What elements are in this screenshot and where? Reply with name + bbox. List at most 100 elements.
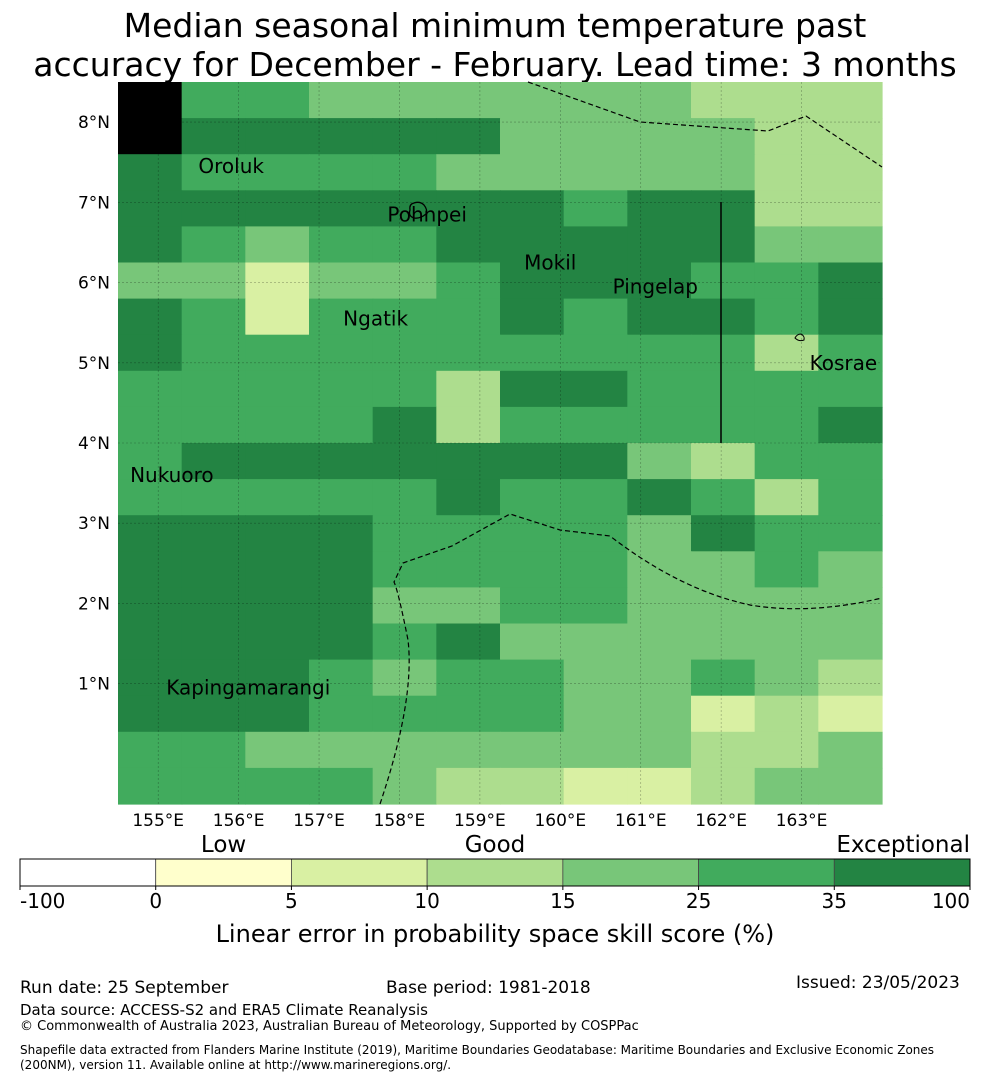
skill-cell (754, 406, 819, 444)
skill-cell (118, 443, 183, 480)
place-label: Oroluk (198, 154, 264, 178)
skill-cell (500, 479, 565, 516)
skill-cell (818, 695, 883, 733)
skill-cell (372, 154, 437, 191)
legend-frame (19, 858, 971, 887)
skill-cell (245, 587, 310, 625)
legend-swatch (155, 858, 292, 887)
skill-cell (754, 659, 819, 697)
skill-cell (245, 623, 310, 661)
skill-cell (118, 226, 183, 264)
skill-cell (500, 334, 565, 372)
map-title: Median seasonal minimum temperature past… (0, 6, 990, 84)
skill-cell (818, 118, 883, 155)
skill-cell (691, 154, 756, 191)
skill-cell (309, 515, 374, 552)
skill-cell (691, 226, 756, 264)
skill-cell (818, 479, 883, 516)
skill-cell (754, 767, 819, 805)
skill-cell (627, 515, 692, 552)
skill-cell (372, 226, 437, 264)
skill-cell (818, 226, 883, 264)
skill-cell (500, 82, 565, 119)
legend-tick-label: -100 (20, 889, 65, 913)
skill-cell (818, 370, 883, 408)
skill-cell (245, 154, 310, 191)
skill-cell (436, 226, 501, 264)
graticule (118, 82, 882, 804)
skill-cell (245, 334, 310, 372)
skill-cell (436, 587, 501, 625)
skill-cell (245, 190, 310, 227)
skill-cell (372, 118, 437, 155)
skill-cell (372, 82, 437, 119)
skill-cell (818, 623, 883, 661)
skill-cell (500, 731, 565, 769)
skill-cell (691, 479, 756, 516)
skill-cell (118, 334, 183, 372)
skill-cell (500, 154, 565, 191)
skill-cell (181, 406, 246, 444)
skill-cell (691, 695, 756, 733)
skill-cell (372, 767, 437, 805)
skill-cell (436, 551, 501, 588)
skill-cell (181, 731, 246, 769)
skill-cell (118, 515, 183, 552)
skill-cell (181, 262, 246, 300)
legend-tick-label: 35 (822, 889, 847, 913)
skill-cell (754, 515, 819, 552)
legend-swatch (833, 858, 971, 887)
skill-cell (627, 406, 692, 444)
skill-cell (309, 298, 374, 336)
skill-cell (500, 767, 565, 805)
skill-cell (181, 298, 246, 336)
skill-cell (563, 298, 628, 336)
skill-cell (754, 334, 819, 372)
skill-cell (754, 623, 819, 661)
skill-cell (245, 479, 310, 516)
skill-cell (118, 406, 183, 444)
skill-cell (436, 406, 501, 444)
skill-cell (563, 731, 628, 769)
place-labels: Oroluk Pohnpei Mokil Pingelap Ngatik Kosrae Nu… (130, 154, 877, 699)
skill-cell (691, 334, 756, 372)
lat-tick-label: 4°N (78, 434, 110, 454)
skill-cell (563, 406, 628, 444)
skill-cell (436, 767, 501, 805)
skill-cell (181, 154, 246, 191)
skill-cell (372, 443, 437, 480)
island-outlines (408, 201, 805, 342)
skill-cell (118, 551, 183, 588)
skill-cell (245, 118, 310, 155)
lon-tick-label: 159°E (454, 811, 506, 831)
skill-cell (181, 767, 246, 805)
skill-cell (754, 551, 819, 588)
skill-cell (500, 587, 565, 625)
lon-tick-label: 162°E (695, 811, 747, 831)
run-date: Run date: 25 September (20, 978, 229, 998)
skill-cell (691, 190, 756, 227)
skill-cell (181, 370, 246, 408)
skill-cell (372, 262, 437, 300)
skill-cell (500, 659, 565, 697)
skill-cell (691, 298, 756, 336)
skill-cell (627, 443, 692, 480)
legend-swatch (426, 858, 564, 887)
skill-cell (627, 587, 692, 625)
skill-cell (118, 370, 183, 408)
lat-tick-label: 5°N (78, 354, 110, 374)
skill-cell (563, 479, 628, 516)
place-label: Pingelap (613, 275, 698, 299)
shapefile-credit: Shapefile data extracted from Flanders M… (20, 1043, 935, 1072)
skill-cell (436, 118, 501, 155)
skill-cell (309, 118, 374, 155)
lon-tick-label: 160°E (534, 811, 586, 831)
skill-cell (309, 443, 374, 480)
skill-cell (245, 262, 310, 300)
skill-cell (754, 370, 819, 408)
skill-cell (245, 370, 310, 408)
skill-cell (181, 695, 246, 733)
skill-cell (309, 551, 374, 588)
skill-cell (309, 262, 374, 300)
skill-cell (754, 226, 819, 264)
